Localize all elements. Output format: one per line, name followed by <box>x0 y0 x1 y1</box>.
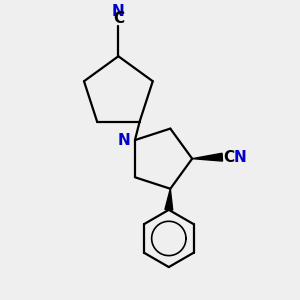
Text: N: N <box>112 4 125 19</box>
Polygon shape <box>165 189 173 210</box>
Text: C: C <box>113 11 124 26</box>
Text: N: N <box>233 150 246 165</box>
Text: C: C <box>223 150 234 165</box>
Polygon shape <box>192 153 223 161</box>
Text: N: N <box>118 133 130 148</box>
